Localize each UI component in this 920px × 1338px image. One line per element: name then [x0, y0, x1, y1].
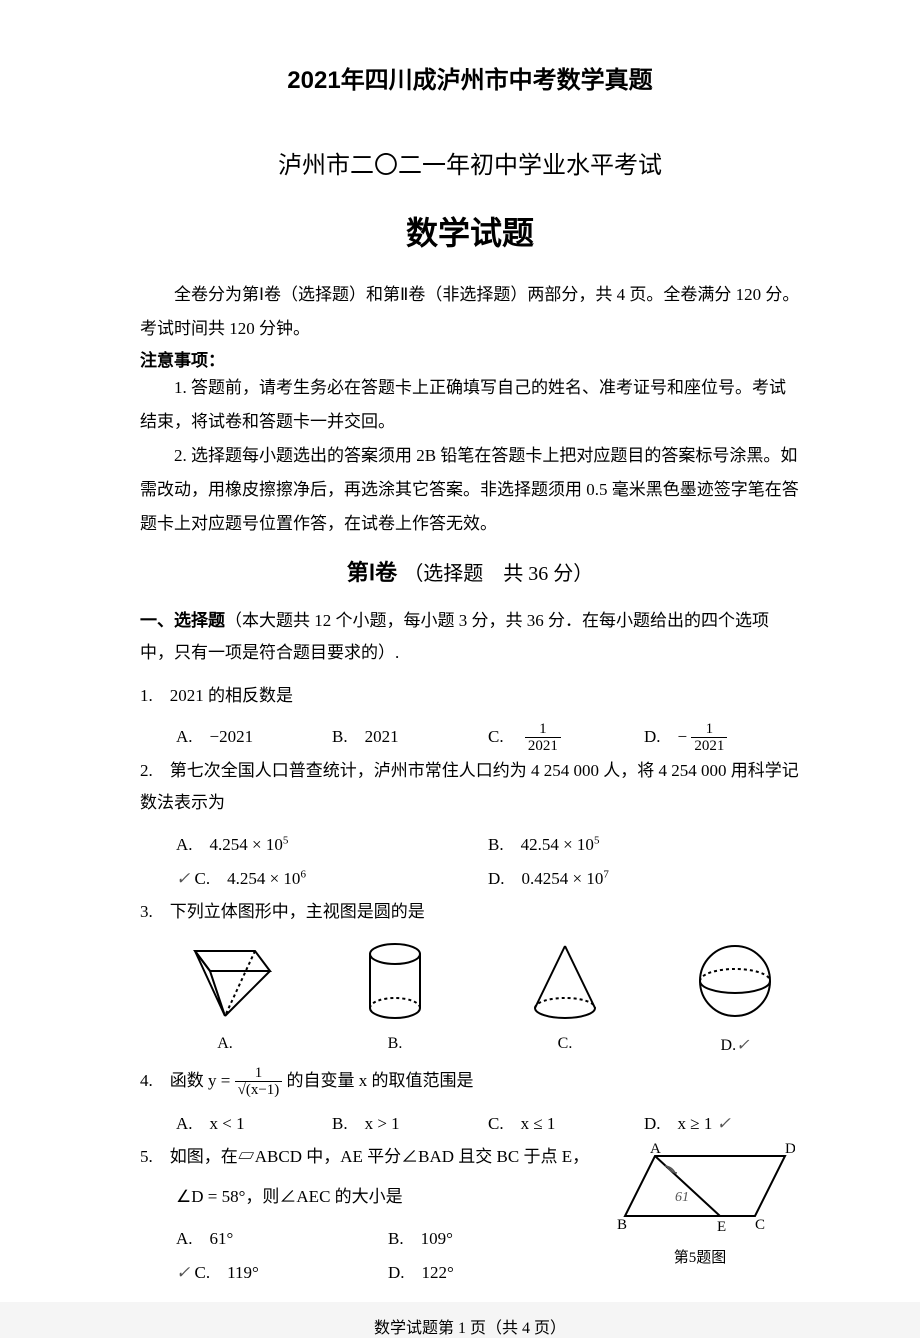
question-4: 4. 函数 y = 1√(x−1) 的自变量 x 的取值范围是	[140, 1065, 800, 1099]
page-footer: 数学试题第 1 页（共 4 页）	[140, 1314, 800, 1338]
section-1-main: 第Ⅰ卷	[347, 560, 398, 585]
q2-c-txt: C. 4.254 × 10	[195, 869, 301, 888]
q1-opt-b: B. 2021	[332, 720, 488, 755]
q4-opt-b: B. x > 1	[332, 1107, 488, 1141]
q3-shape-b: B.	[330, 936, 460, 1055]
question-2: 2. 第七次全国人口普查统计，泸州市常住人口约为 4 254 000 人，将 4…	[140, 755, 800, 820]
intro-text: 全卷分为第Ⅰ卷（选择题）和第Ⅱ卷（非选择题）两部分，共 4 页。全卷满分 120…	[140, 278, 800, 346]
subject-title: 数学试题	[140, 208, 800, 254]
q2-opt-c: ✓ C. 4.254 × 106	[176, 862, 488, 896]
lbl-B: B	[617, 1217, 627, 1233]
notice-1: 1. 答题前，请考生务必在答题卡上正确填写自己的姓名、准考证号和座位号。考试结束…	[140, 371, 800, 439]
q3-b-label: B.	[330, 1035, 460, 1053]
q4-d-mark: ✓	[717, 1114, 731, 1133]
prism-icon	[175, 936, 275, 1026]
question-5-line1: 5. 如图，在▱ABCD 中，AE 平分∠BAD 且交 BC 于点 E，	[140, 1141, 600, 1173]
choice-head-bold: 一、选择题	[140, 611, 225, 630]
question-1: 1. 2021 的相反数是	[140, 680, 800, 712]
q3-shapes: A. B. C.	[160, 936, 800, 1055]
q2-a-exp: 5	[283, 834, 289, 846]
q5-opt-b: B. 109°	[388, 1222, 600, 1256]
q3-shape-c: C.	[500, 936, 630, 1055]
q4-opt-a: A. x < 1	[176, 1107, 332, 1141]
q5-figure: A D B C E 61 第5题图	[600, 1141, 800, 1290]
q4-options: A. x < 1 B. x > 1 C. x ≤ 1 D. x ≥ 1 ✓	[176, 1107, 800, 1141]
q2-d-txt: D. 0.4254 × 10	[488, 869, 603, 888]
q1-d-frac: 12021	[691, 721, 727, 755]
q2-opt-b: B. 42.54 × 105	[488, 828, 800, 862]
q1-d-num: 1	[691, 721, 727, 739]
q1-c-num: 1	[525, 721, 561, 739]
lbl-C: C	[755, 1217, 765, 1233]
q5-opt-d: D. 122°	[388, 1256, 600, 1290]
section-1-title: 第Ⅰ卷 （选择题 共 36 分）	[140, 555, 800, 587]
q2-opt-a: A. 4.254 × 105	[176, 828, 488, 862]
q5-c-mark: ✓	[176, 1263, 190, 1282]
q3-a-label: A.	[160, 1035, 290, 1053]
q2-b-txt: B. 42.54 × 10	[488, 835, 594, 854]
q2-d-exp: 7	[603, 868, 609, 880]
q4-num: 1	[235, 1065, 283, 1083]
hand-61: 61	[675, 1190, 689, 1205]
q5-c-txt: C. 119°	[195, 1263, 259, 1282]
q3-d-txt: D.	[721, 1037, 737, 1054]
q1-c-frac: 12021	[525, 721, 561, 755]
q4-d-txt: D. x ≥ 1	[644, 1114, 712, 1133]
q3-shape-a: A.	[160, 936, 290, 1055]
q1-opt-c: C. 12021	[488, 720, 644, 755]
q2-opt-d: D. 0.4254 × 107	[488, 862, 800, 896]
notice-header: 注意事项：	[140, 346, 800, 371]
notice-2: 2. 选择题每小题选出的答案须用 2B 铅笔在答题卡上把对应题目的答案标号涂黑。…	[140, 439, 800, 541]
q1-d-pre: D. −	[644, 727, 687, 746]
q3-shape-d: D.✓	[670, 936, 800, 1055]
cylinder-icon	[355, 936, 435, 1026]
q2-b-exp: 5	[594, 834, 600, 846]
q2-c-exp: 6	[300, 868, 306, 880]
q5-opt-c: ✓ C. 119°	[176, 1256, 388, 1290]
exam-title: 泸州市二〇二一年初中学业水平考试	[140, 145, 800, 180]
question-3: 3. 下列立体图形中，主视图是圆的是	[140, 896, 800, 928]
q3-d-mark: ✓	[736, 1037, 749, 1054]
q1-c-pre: C.	[488, 727, 521, 746]
q3-c-label: C.	[500, 1035, 630, 1053]
lbl-D: D	[785, 1141, 795, 1157]
q2-c-mark: ✓	[176, 869, 190, 888]
q5-options: A. 61° B. 109° ✓ C. 119° D. 122°	[176, 1222, 600, 1290]
cone-icon	[520, 936, 610, 1026]
q4-frac: 1√(x−1)	[235, 1065, 283, 1099]
q1-opt-d: D. − 12021	[644, 720, 800, 755]
question-5-line2: ∠D = 58°，则∠AEC 的大小是	[176, 1181, 600, 1213]
q3-d-label: D.✓	[670, 1035, 800, 1055]
q4-opt-c: C. x ≤ 1	[488, 1107, 644, 1141]
sphere-icon	[690, 936, 780, 1026]
choice-section-head: 一、选择题（本大题共 12 个小题，每小题 3 分，共 36 分．在每小题给出的…	[140, 605, 800, 670]
q5-figcaption: 第5题图	[600, 1246, 800, 1267]
q4-post: 的自变量 x 的取值范围是	[287, 1071, 474, 1090]
question-5-wrap: 5. 如图，在▱ABCD 中，AE 平分∠BAD 且交 BC 于点 E， ∠D …	[140, 1141, 800, 1290]
q2-a-txt: A. 4.254 × 10	[176, 835, 283, 854]
lbl-E: E	[717, 1219, 726, 1235]
q1-c-den: 2021	[525, 738, 561, 755]
q5-opt-a: A. 61°	[176, 1222, 388, 1256]
q4-pre: 4. 函数 y =	[140, 1071, 235, 1090]
q5-left: 5. 如图，在▱ABCD 中，AE 平分∠BAD 且交 BC 于点 E， ∠D …	[140, 1141, 600, 1290]
page-title: 2021年四川成泸州市中考数学真题	[140, 60, 800, 95]
q2-options: A. 4.254 × 105 B. 42.54 × 105 ✓ C. 4.254…	[176, 828, 800, 896]
parallelogram-icon: A D B C E 61	[605, 1141, 795, 1241]
choice-head-rest: （本大题共 12 个小题，每小题 3 分，共 36 分．在每小题给出的四个选项中…	[140, 611, 769, 662]
q1-opt-a: A. −2021	[176, 720, 332, 755]
section-1-sub: （选择题 共 36 分）	[403, 563, 593, 585]
q1-d-den: 2021	[691, 738, 727, 755]
exam-page: 2021年四川成泸州市中考数学真题 泸州市二〇二一年初中学业水平考试 数学试题 …	[0, 0, 920, 1302]
q4-den: √(x−1)	[235, 1082, 283, 1099]
notice-block: 1. 答题前，请考生务必在答题卡上正确填写自己的姓名、准考证号和座位号。考试结束…	[140, 371, 800, 541]
intro-block: 全卷分为第Ⅰ卷（选择题）和第Ⅱ卷（非选择题）两部分，共 4 页。全卷满分 120…	[140, 278, 800, 346]
q1-options: A. −2021 B. 2021 C. 12021 D. − 12021	[176, 720, 800, 755]
lbl-A: A	[650, 1141, 661, 1157]
q4-opt-d: D. x ≥ 1 ✓	[644, 1107, 800, 1141]
